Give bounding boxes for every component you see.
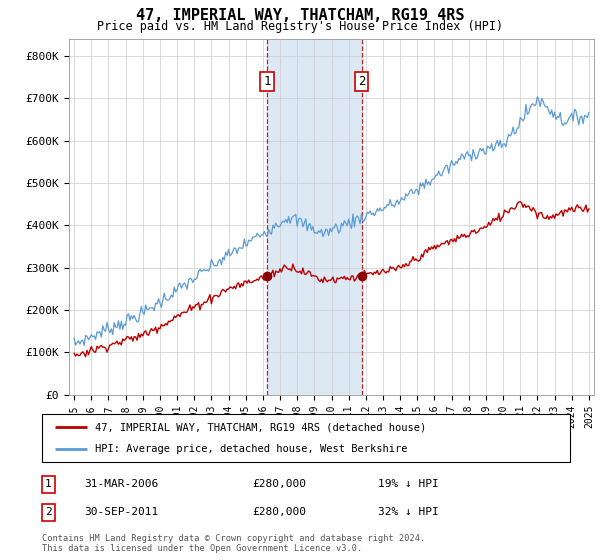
Text: Price paid vs. HM Land Registry's House Price Index (HPI): Price paid vs. HM Land Registry's House … xyxy=(97,20,503,32)
Text: £280,000: £280,000 xyxy=(252,479,306,489)
Text: 47, IMPERIAL WAY, THATCHAM, RG19 4RS: 47, IMPERIAL WAY, THATCHAM, RG19 4RS xyxy=(136,8,464,24)
Text: HPI: Average price, detached house, West Berkshire: HPI: Average price, detached house, West… xyxy=(95,444,407,454)
Bar xyxy=(267,39,362,395)
Text: £280,000: £280,000 xyxy=(252,507,306,517)
Text: 1: 1 xyxy=(45,479,52,489)
Text: 2: 2 xyxy=(358,76,365,88)
Text: 47, IMPERIAL WAY, THATCHAM, RG19 4RS (detached house): 47, IMPERIAL WAY, THATCHAM, RG19 4RS (de… xyxy=(95,422,426,432)
Text: Contains HM Land Registry data © Crown copyright and database right 2024.
This d: Contains HM Land Registry data © Crown c… xyxy=(42,534,425,553)
Text: 2: 2 xyxy=(45,507,52,517)
Text: 19% ↓ HPI: 19% ↓ HPI xyxy=(378,479,439,489)
FancyBboxPatch shape xyxy=(42,414,570,462)
Text: 1: 1 xyxy=(263,76,271,88)
Text: 31-MAR-2006: 31-MAR-2006 xyxy=(84,479,158,489)
Text: 32% ↓ HPI: 32% ↓ HPI xyxy=(378,507,439,517)
Text: 30-SEP-2011: 30-SEP-2011 xyxy=(84,507,158,517)
